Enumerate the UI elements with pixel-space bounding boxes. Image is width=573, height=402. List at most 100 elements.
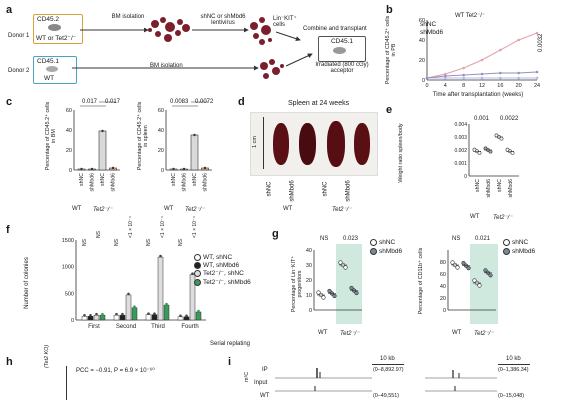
data-point xyxy=(327,288,332,294)
data-point xyxy=(95,312,98,316)
legend-label: Tet2⁻/⁻, shNC xyxy=(203,270,244,278)
panel-i-range-left-2: (0–49,551) xyxy=(373,393,400,399)
panel-g-left-group-wt: WT xyxy=(318,330,328,336)
panel-f-legend: WT, shNC WT, shMbd6 Tet2⁻/⁻, shNC Tet2⁻/⁻, … xyxy=(194,254,251,287)
acceptor-box-label: CD45.1 xyxy=(330,38,354,45)
y-tick-label: 40 xyxy=(440,284,446,290)
x-tick-label: shNC xyxy=(475,179,481,192)
significance-label: NS xyxy=(96,230,102,238)
x-tick-label: Third xyxy=(151,324,165,330)
panel-i-track-ip: IP xyxy=(262,367,268,373)
x-tick-label: shNC xyxy=(497,179,503,192)
panel-g-right-chart: 0 20 40 60 80 xyxy=(440,250,496,314)
cell-cluster-3 xyxy=(260,59,284,79)
y-tick-label: 0.004 xyxy=(454,122,467,128)
combine-transplant-label: Combine and transplant xyxy=(303,26,367,32)
x-tick-label: 16 xyxy=(497,83,503,89)
panel-b-xlabel: Time after transplantation (weeks) xyxy=(432,92,524,98)
series-point xyxy=(517,76,520,80)
y-tick-label: 40 xyxy=(419,38,425,44)
ruler xyxy=(255,117,264,169)
panel-i-range-right-2: (0–15,048) xyxy=(498,393,525,399)
x-tick-label: shNC xyxy=(100,173,106,186)
panel-g-right-p-ns: NS xyxy=(452,236,461,242)
panel-f-xlabel: Serial replating xyxy=(210,341,251,347)
y-tick-label: 0 xyxy=(443,308,446,314)
data-point xyxy=(332,293,337,299)
donor1-box-top: CD45.2 xyxy=(37,16,60,23)
series-point xyxy=(462,66,465,70)
data-point xyxy=(472,278,477,283)
legend-label: Tet2⁻/⁻, shMbd6 xyxy=(203,278,251,286)
panel-i-scale-bar-left xyxy=(372,364,404,365)
series-point xyxy=(535,31,539,35)
series-point xyxy=(462,76,465,80)
data-point xyxy=(455,265,460,270)
x-tick-label: Fourth xyxy=(181,324,198,330)
spleen-tet2-shMbd6 xyxy=(354,123,370,165)
data-point xyxy=(101,312,104,316)
panel-c-right-group-wt: WT xyxy=(164,206,174,212)
data-point xyxy=(477,150,482,155)
data-point xyxy=(466,266,471,271)
significance-label: <1 × 10⁻⁴ xyxy=(192,216,198,238)
legend-marker-shNC xyxy=(370,239,377,246)
data-point xyxy=(165,302,168,306)
panel-g-left-chart: 0 10 20 30 40 xyxy=(306,248,362,314)
data-point xyxy=(477,283,482,288)
panel-d-cond-3: shNC xyxy=(322,181,329,197)
legend-marker xyxy=(194,270,201,278)
data-point xyxy=(321,295,326,300)
bar xyxy=(145,314,152,321)
cell-cluster-2 xyxy=(250,17,272,45)
series-point xyxy=(535,76,539,80)
series-point xyxy=(480,72,484,76)
bar xyxy=(163,304,170,321)
x-tick-label: 12 xyxy=(479,83,485,89)
panel-g-right-group-tet2: Tet2⁻/⁻ xyxy=(474,331,494,337)
data-point xyxy=(450,260,455,265)
y-tick-label: 1000 xyxy=(62,265,74,271)
data-point xyxy=(80,167,83,171)
x-tick-label: 0 xyxy=(425,83,428,89)
panel-g-legend-shMbd6: shMbd6 xyxy=(370,248,402,256)
panel-c-right-ylabel: Percentage of CD45.2⁺ cells in spleen xyxy=(137,101,149,171)
series-point xyxy=(480,76,484,80)
panel-g-left-p: 0.023 xyxy=(343,236,359,242)
panel-c-left-ylabel: Percentage of CD45.2⁺ cells in BM xyxy=(45,101,57,171)
y-tick-label: 0 xyxy=(309,308,312,314)
significance-label: <1 × 10⁻⁴ xyxy=(160,216,166,238)
donor1-label: Donor 1 xyxy=(8,33,30,39)
data-point xyxy=(343,265,348,270)
legend-marker xyxy=(194,278,201,286)
panel-d-title: Spleen at 24 weeks xyxy=(288,100,350,107)
x-tick-label: 24 xyxy=(534,83,540,89)
y-tick-label: 0.001 xyxy=(454,161,467,167)
series-point xyxy=(517,71,520,75)
legend-label: WT, shMbd6 xyxy=(203,262,240,270)
significance-label: NS xyxy=(146,238,152,246)
data-point xyxy=(488,273,493,278)
data-point xyxy=(316,290,321,295)
bar xyxy=(157,256,164,321)
panel-c-left-group-wt: WT xyxy=(72,206,82,212)
spleen-wt-shMbd6 xyxy=(299,123,316,165)
panel-f-legend-item: Tet2⁻/⁻, shNC xyxy=(194,270,251,278)
significance-label: NS xyxy=(82,238,88,246)
data-point xyxy=(338,260,343,265)
data-point xyxy=(159,254,162,258)
data-point xyxy=(153,312,156,315)
bm-isolation-label-2: BM isolation xyxy=(150,63,183,69)
panel-f-ylabel: Number of colonies xyxy=(24,257,30,309)
data-point xyxy=(349,285,354,291)
ruler-label: 1 cm xyxy=(251,136,258,148)
panel-b-ylabel: Percentage of CD45.2⁺ cells in PB xyxy=(385,15,397,85)
x-tick-label: shNC xyxy=(192,173,198,186)
mouse-icon xyxy=(48,24,61,31)
panel-c-left-group-tet2: Tet2⁻/⁻ xyxy=(93,207,113,213)
bar xyxy=(98,130,107,171)
y-tick-label: 0 xyxy=(161,168,164,174)
bm-isolation-label-1: BM isolation xyxy=(111,14,145,20)
spleen-wt-shNC xyxy=(273,123,289,165)
panel-g-right-legend-shMbd6: shMbd6 xyxy=(503,248,535,256)
